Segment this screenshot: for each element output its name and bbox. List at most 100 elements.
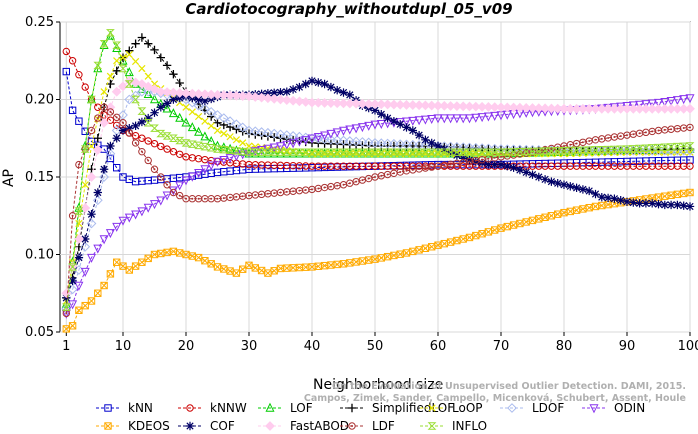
legend-label: INFLO xyxy=(452,419,487,433)
data-point xyxy=(231,90,242,101)
data-point xyxy=(326,148,336,156)
data-point xyxy=(294,96,305,107)
data-point xyxy=(94,114,102,122)
data-point xyxy=(364,148,374,158)
data-point xyxy=(377,110,386,119)
data-point xyxy=(616,196,625,205)
data-point xyxy=(275,94,286,105)
data-point xyxy=(685,142,695,150)
data-point xyxy=(68,322,77,330)
data-point xyxy=(320,79,329,89)
data-point xyxy=(509,148,519,158)
data-point xyxy=(156,53,165,62)
data-point xyxy=(68,212,77,220)
data-point xyxy=(433,148,443,156)
series-knnw xyxy=(62,47,694,170)
legend-label: LoOP xyxy=(452,401,483,415)
data-point xyxy=(452,148,462,156)
data-point xyxy=(75,306,83,315)
data-point xyxy=(522,168,531,177)
data-point xyxy=(363,99,374,109)
chart-title: Cardiotocography_withoutdupl_05_v09 xyxy=(185,0,513,18)
data-point xyxy=(339,260,348,268)
data-point xyxy=(666,143,676,151)
legend-marker xyxy=(347,403,357,413)
data-point xyxy=(162,103,172,113)
data-point xyxy=(446,148,456,156)
data-point xyxy=(565,146,575,155)
data-point xyxy=(345,90,354,100)
data-point xyxy=(276,88,285,97)
data-point xyxy=(489,102,500,113)
data-point xyxy=(666,200,676,210)
data-point xyxy=(433,141,443,151)
data-point xyxy=(270,88,279,97)
data-point xyxy=(144,137,152,145)
data-point xyxy=(99,235,109,245)
data-point xyxy=(118,64,128,73)
watermark-line2: Campos, Zimek, Sander, Campello, Micenko… xyxy=(303,393,686,404)
data-point xyxy=(641,199,651,208)
data-point xyxy=(345,148,355,158)
data-point xyxy=(112,222,122,232)
data-point xyxy=(137,117,147,127)
data-point xyxy=(62,47,71,56)
data-point xyxy=(332,128,342,138)
legend-marker xyxy=(185,421,195,431)
data-point xyxy=(370,148,380,158)
data-point xyxy=(232,125,241,134)
data-point xyxy=(62,67,70,76)
data-point xyxy=(149,94,160,104)
data-point xyxy=(465,155,474,165)
data-point xyxy=(105,229,115,239)
data-point xyxy=(383,148,393,158)
data-point xyxy=(628,145,638,153)
legend-label: COF xyxy=(210,419,235,433)
data-point xyxy=(376,148,386,158)
data-point xyxy=(357,98,368,109)
data-point xyxy=(250,126,261,137)
data-point xyxy=(68,57,77,65)
data-point xyxy=(427,115,437,125)
x-tick-label: 10 xyxy=(115,339,132,354)
data-point xyxy=(508,102,519,113)
data-point xyxy=(175,112,185,122)
data-point xyxy=(440,239,449,248)
data-point xyxy=(509,163,518,172)
data-point xyxy=(578,185,588,194)
data-point xyxy=(370,106,380,115)
data-point xyxy=(244,125,254,136)
data-point xyxy=(74,281,84,291)
x-tick-label: 40 xyxy=(304,339,321,354)
data-point xyxy=(168,108,178,118)
data-point xyxy=(99,172,110,182)
data-point xyxy=(648,199,657,208)
data-point xyxy=(176,150,184,158)
data-point xyxy=(477,148,487,158)
data-point xyxy=(106,116,115,124)
data-point xyxy=(502,144,513,155)
data-point xyxy=(169,188,178,197)
legend-label: FastABOD xyxy=(290,419,349,433)
legend-marker xyxy=(589,404,599,414)
data-point xyxy=(218,90,229,101)
data-point xyxy=(357,148,367,158)
data-point xyxy=(276,148,285,156)
data-point xyxy=(81,181,89,189)
data-point xyxy=(213,118,222,127)
data-point xyxy=(483,148,493,156)
data-point xyxy=(376,99,387,110)
data-point xyxy=(439,148,449,158)
data-point xyxy=(106,141,115,151)
legend-marker xyxy=(186,404,194,412)
data-point xyxy=(150,124,159,132)
data-point xyxy=(351,98,362,109)
data-point xyxy=(389,117,399,126)
data-point xyxy=(100,103,108,111)
data-point xyxy=(263,148,273,156)
data-point xyxy=(207,122,215,130)
data-point xyxy=(546,147,556,155)
data-point xyxy=(376,148,386,156)
data-point xyxy=(382,138,393,149)
data-point xyxy=(199,89,210,100)
